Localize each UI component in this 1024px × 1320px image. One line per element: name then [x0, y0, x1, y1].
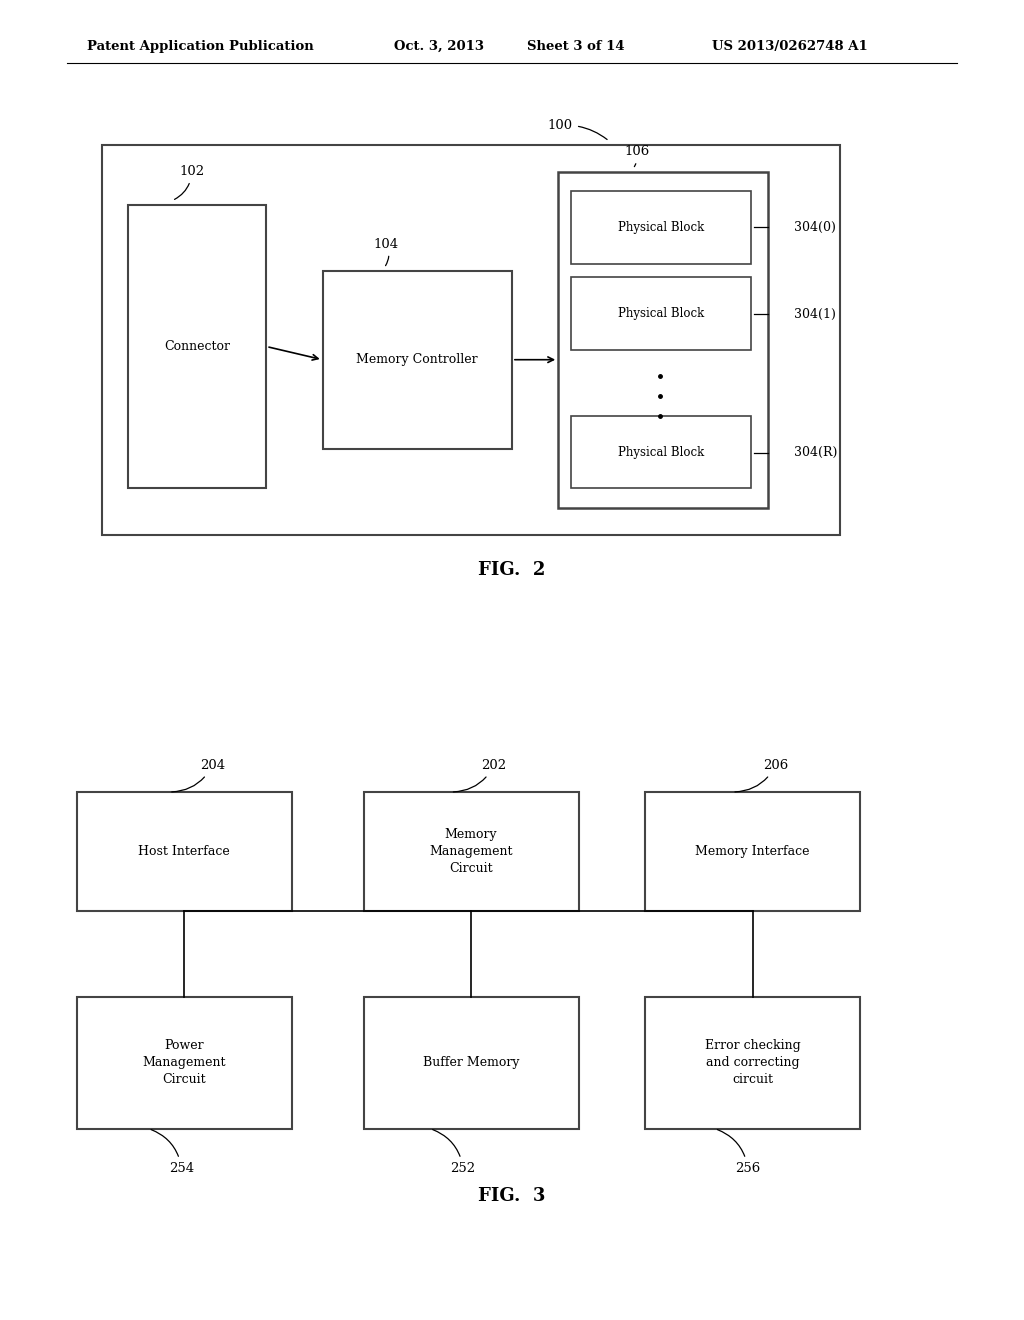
Text: Power
Management
Circuit: Power Management Circuit: [142, 1039, 226, 1086]
Text: FIG.  3: FIG. 3: [478, 1187, 546, 1205]
Bar: [571, 277, 751, 350]
Text: 252: 252: [433, 1130, 476, 1175]
Text: 256: 256: [718, 1130, 761, 1175]
Text: Sheet 3 of 14: Sheet 3 of 14: [527, 40, 625, 53]
Text: Error checking
and correcting
circuit: Error checking and correcting circuit: [705, 1039, 801, 1086]
Text: 304(0): 304(0): [794, 220, 836, 234]
Text: 206: 206: [735, 759, 788, 792]
Text: FIG.  2: FIG. 2: [478, 561, 546, 579]
Bar: [571, 191, 751, 264]
Text: Physical Block: Physical Block: [617, 446, 705, 458]
Bar: [571, 416, 751, 488]
Bar: [364, 997, 579, 1129]
Text: Host Interface: Host Interface: [138, 845, 230, 858]
Text: US 2013/0262748 A1: US 2013/0262748 A1: [712, 40, 867, 53]
Text: 304(R): 304(R): [794, 446, 837, 459]
Text: Memory Controller: Memory Controller: [356, 354, 478, 366]
Text: 100: 100: [548, 119, 607, 140]
Text: 106: 106: [625, 145, 650, 166]
Text: 304(1): 304(1): [794, 308, 836, 321]
Text: Physical Block: Physical Block: [617, 308, 705, 319]
Bar: [645, 997, 860, 1129]
Bar: [102, 145, 840, 535]
Bar: [364, 792, 579, 911]
Text: 254: 254: [152, 1130, 195, 1175]
Text: Memory
Management
Circuit: Memory Management Circuit: [429, 828, 513, 875]
Text: Oct. 3, 2013: Oct. 3, 2013: [394, 40, 484, 53]
Bar: [128, 205, 266, 488]
Text: 202: 202: [454, 759, 507, 792]
Text: Buffer Memory: Buffer Memory: [423, 1056, 519, 1069]
Bar: [77, 997, 292, 1129]
Bar: [323, 271, 512, 449]
Text: Memory Interface: Memory Interface: [695, 845, 810, 858]
Text: Patent Application Publication: Patent Application Publication: [87, 40, 313, 53]
Bar: [645, 792, 860, 911]
Text: 102: 102: [174, 165, 205, 199]
Text: Connector: Connector: [164, 341, 230, 352]
Bar: [558, 172, 768, 508]
Text: Physical Block: Physical Block: [617, 222, 705, 234]
Text: 104: 104: [374, 238, 399, 265]
Bar: [77, 792, 292, 911]
Text: 204: 204: [172, 759, 225, 792]
